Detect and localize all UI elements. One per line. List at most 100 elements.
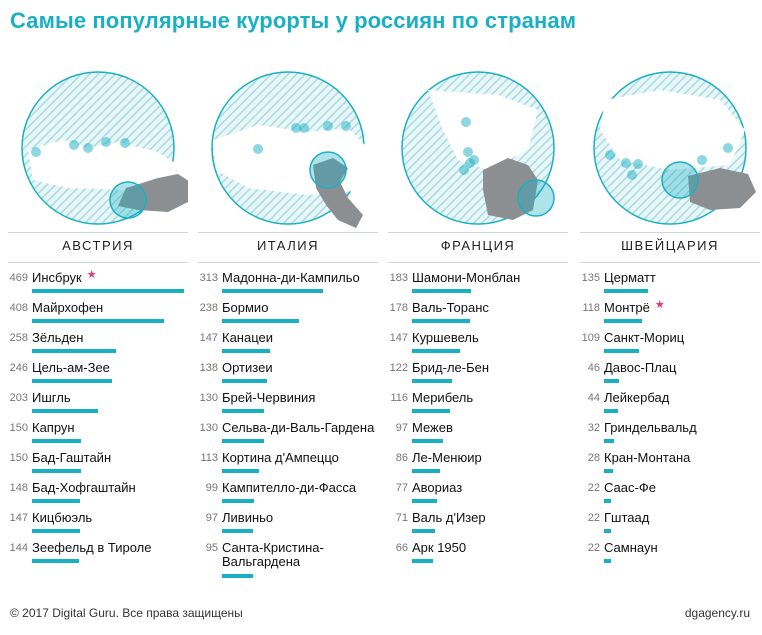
resort-row: 66 Арк 1950 <box>388 541 568 572</box>
resort-name: Бормио <box>222 301 268 315</box>
resort-name: Зёльден <box>32 331 83 345</box>
category-label: Инсбрук <box>32 270 82 285</box>
resort-name: Мерибель <box>412 391 473 405</box>
data-label: 313 <box>199 272 218 284</box>
resort-name: Монтрё ★ <box>604 299 665 316</box>
resort-name: Сельва-ди-Валь-Гардена <box>222 421 374 435</box>
resort-row: 22 Самнаун <box>580 541 760 572</box>
bar <box>604 289 648 293</box>
category-label: Зеефельд в Тироле <box>32 540 152 555</box>
resort-row: 71 Валь д'Изер <box>388 511 568 542</box>
resort-row: 246 Цель-ам-Зее <box>8 361 188 392</box>
divider <box>8 262 188 263</box>
category-label: Ишгль <box>32 390 71 405</box>
resort-name: Саас-Фе <box>604 481 656 495</box>
data-label: 122 <box>389 362 408 374</box>
resort-row: 116 Мерибель <box>388 391 568 422</box>
resort-name: Брей-Червиния <box>222 391 315 405</box>
bar <box>222 574 253 578</box>
category-label: Сельва-ди-Валь-Гардена <box>222 420 375 435</box>
resort-name: Куршевель <box>412 331 479 345</box>
resort-row: 135 Церматт <box>580 271 760 302</box>
country-map-illustration <box>401 71 555 225</box>
resort-row: 113 Кортина д'Ампеццо <box>198 451 378 482</box>
resort-row: 118 Монтрё ★ <box>580 299 760 332</box>
resort-row: 86 Ле-Менюир <box>388 451 568 482</box>
footer-site-link[interactable]: dgagency.ru <box>684 606 750 620</box>
bar <box>412 469 440 473</box>
data-label: 147 <box>199 332 218 344</box>
bar <box>412 529 435 533</box>
bar <box>412 289 471 293</box>
data-label: 178 <box>389 302 408 314</box>
category-label: Гриндельвальд <box>604 420 697 435</box>
resort-name: Санкт-Мориц <box>604 331 684 345</box>
bar <box>32 499 80 503</box>
resort-name: Ортизеи <box>222 361 273 375</box>
category-label: Кран-Монтана <box>604 450 691 465</box>
data-label: 258 <box>9 332 28 344</box>
resort-name: Гштаад <box>604 511 649 525</box>
category-label: Санкт-Мориц <box>604 330 685 345</box>
resort-row: 22 Гштаад <box>580 511 760 542</box>
data-label: 22 <box>587 512 600 524</box>
resort-row: 44 Лейкербад <box>580 391 760 422</box>
category-label: Межев <box>412 420 453 435</box>
category-label: Гштаад <box>604 510 650 525</box>
resort-row: 77 Авориаз <box>388 480 568 512</box>
data-label: 138 <box>199 362 218 374</box>
bar <box>32 289 184 293</box>
data-label: 469 <box>9 272 28 284</box>
footer-copyright: © 2017 Digital Guru. Все права защищены <box>10 606 243 620</box>
bar <box>412 559 433 563</box>
resort-row: 183 Шамони-Монблан <box>388 271 568 302</box>
category-label: Авориаз <box>412 480 463 495</box>
data-label: 95 <box>205 542 218 554</box>
resort-row: 147 Кицбюэль <box>8 511 188 542</box>
resort-row: 144 Зеефельд в Тироле <box>8 540 188 572</box>
data-label: 408 <box>9 302 28 314</box>
bar <box>604 469 613 473</box>
resort-name: Шамони-Монблан <box>412 271 520 285</box>
resort-name: Капрун <box>32 421 75 435</box>
category-label: Бад-Гаштайн <box>32 450 112 465</box>
resort-row: 95 Санта-Кристина-Вальгардена <box>198 540 378 578</box>
country-title: АВСТРИЯ <box>62 238 134 253</box>
divider <box>198 232 378 233</box>
category-label: Мадонна-ди-Кампильо <box>222 270 360 285</box>
category-label: Ортизеи <box>222 360 273 375</box>
category-label: Капрун <box>32 420 75 435</box>
bar <box>32 529 80 533</box>
bar <box>412 319 470 323</box>
resort-row: 313 Мадонна-ди-Кампильо <box>198 270 378 302</box>
data-label: 97 <box>395 422 408 434</box>
category-label: Валь-Торанс <box>412 300 489 315</box>
bar <box>32 319 164 323</box>
resort-name: Церматт <box>604 271 656 285</box>
resort-row: 109 Санкт-Мориц <box>580 331 760 362</box>
category-label: Церматт <box>604 270 656 285</box>
country-map-illustration <box>593 71 756 225</box>
category-label: Санта-Кристина-Вальгардена <box>222 540 324 569</box>
bar <box>412 349 460 353</box>
resort-name: Гриндельвальд <box>604 421 697 435</box>
category-label: Бормио <box>222 300 269 315</box>
bar <box>412 499 437 503</box>
data-label: 130 <box>199 422 218 434</box>
data-label: 99 <box>205 482 218 494</box>
bar <box>222 349 270 353</box>
divider <box>580 262 760 263</box>
resort-name: Валь д'Изер <box>412 511 486 525</box>
data-label: 46 <box>587 362 600 374</box>
resort-name: Инсбрук ★ <box>32 269 97 286</box>
resort-name: Ливиньо <box>222 511 273 525</box>
bar <box>222 409 264 413</box>
data-label: 97 <box>205 512 218 524</box>
bar <box>32 469 81 473</box>
bar <box>412 409 450 413</box>
resort-row: 130 Сельва-ди-Валь-Гардена <box>198 421 378 452</box>
category-label: Давос-Плац <box>604 360 677 375</box>
resort-row: 469 Инсбрук ★ <box>8 269 188 302</box>
bar <box>604 439 614 443</box>
data-label: 147 <box>389 332 408 344</box>
